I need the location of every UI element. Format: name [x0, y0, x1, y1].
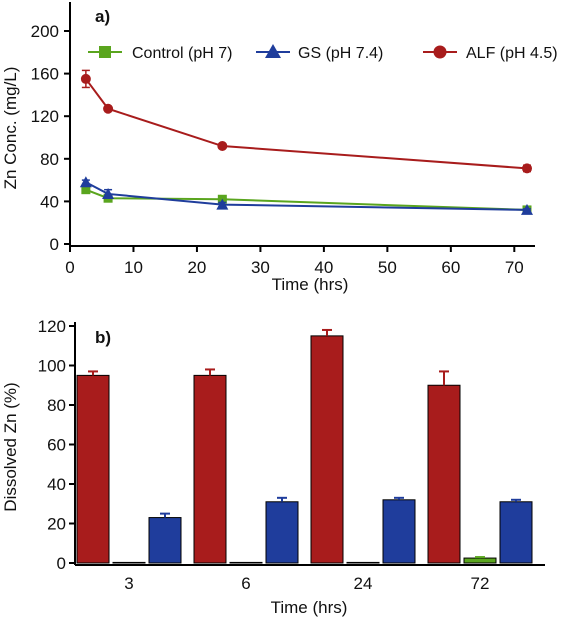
- y-tick-label: 0: [50, 235, 59, 254]
- x-tick-label: 10: [124, 258, 143, 277]
- y-tick-label: 0: [57, 554, 66, 573]
- legend-marker-gs: [265, 44, 281, 58]
- line-chart-panel: 0 40 80 120 160 200 0 10 20 30 40 50 60 70 a) Time (…: [1, 2, 558, 294]
- data-point: [79, 176, 92, 188]
- y-tick-label: 100: [38, 357, 66, 376]
- panel-label-a: a): [95, 7, 110, 26]
- bar-alf: [76, 374, 110, 564]
- data-point: [521, 203, 533, 215]
- series-gs: [79, 176, 533, 215]
- bar-alf: [193, 374, 227, 564]
- series-line: [85, 181, 528, 211]
- bar-chart-panel: 0 20 40 60 80 100 120 3 6 24 72 b) Time (hrs) Dis…: [1, 317, 545, 617]
- x-tick-label: 30: [251, 258, 270, 277]
- bar-gs: [499, 501, 533, 564]
- y-axis-title-b: Dissolved Zn (%): [1, 382, 20, 511]
- x-axis-title-b: Time (hrs): [271, 598, 348, 617]
- bar-control: [112, 561, 146, 564]
- legend-marker-alf: [433, 45, 447, 59]
- x-tick-label: 60: [441, 258, 460, 277]
- y-tick-label: 120: [31, 107, 59, 126]
- panel-label-b: b): [95, 328, 111, 347]
- x-tick-label: 3: [124, 574, 133, 593]
- y-tick-label: 40: [40, 192, 59, 211]
- x-tick-label: 0: [65, 258, 74, 277]
- bar-gs: [148, 517, 182, 564]
- y-tick-label: 160: [31, 65, 59, 84]
- bar-control: [346, 561, 380, 564]
- y-axis-title-a: Zn Conc. (mg/L): [1, 67, 20, 190]
- bar-control: [229, 561, 263, 564]
- y-tick-label: 80: [40, 150, 59, 169]
- x-tick-label: 24: [354, 574, 373, 593]
- data-point: [217, 141, 228, 152]
- y-tick-label: 120: [38, 317, 66, 336]
- series-control: [81, 185, 532, 215]
- legend-label-alf: ALF (pH 4.5): [466, 45, 558, 62]
- data-point: [80, 73, 91, 84]
- x-axis-title-a: Time (hrs): [272, 275, 349, 294]
- legend-label-control: Control (pH 7): [132, 45, 232, 62]
- legend-marker-control: [99, 46, 111, 58]
- y-tick-label: 60: [47, 436, 66, 455]
- x-tick-label: 20: [187, 258, 206, 277]
- data-point: [81, 185, 91, 195]
- bar-alf: [310, 335, 344, 564]
- legend-label-gs: GS (pH 7.4): [298, 45, 383, 62]
- bar-control: [463, 557, 497, 564]
- x-tick-label: 70: [505, 258, 524, 277]
- data-point: [103, 103, 114, 114]
- bar-gs: [265, 501, 299, 564]
- data-point: [522, 163, 532, 174]
- data-point: [216, 198, 229, 210]
- x-tick-label: 50: [378, 258, 397, 277]
- y-tick-label: 20: [47, 515, 66, 534]
- series-alf: [80, 69, 532, 174]
- x-tick-label: 40: [314, 258, 333, 277]
- bar-gs: [382, 499, 416, 564]
- y-tick-label: 40: [47, 475, 66, 494]
- series-line: [85, 78, 528, 170]
- x-tick-label: 6: [241, 574, 250, 593]
- y-tick-label: 200: [31, 22, 59, 41]
- legend: Control (pH 7) GS (pH 7.4) ALF (pH 4.5): [88, 44, 558, 62]
- data-point: [102, 187, 115, 199]
- x-tick-label: 72: [471, 574, 490, 593]
- bar-alf: [427, 384, 461, 564]
- y-tick-label: 80: [47, 396, 66, 415]
